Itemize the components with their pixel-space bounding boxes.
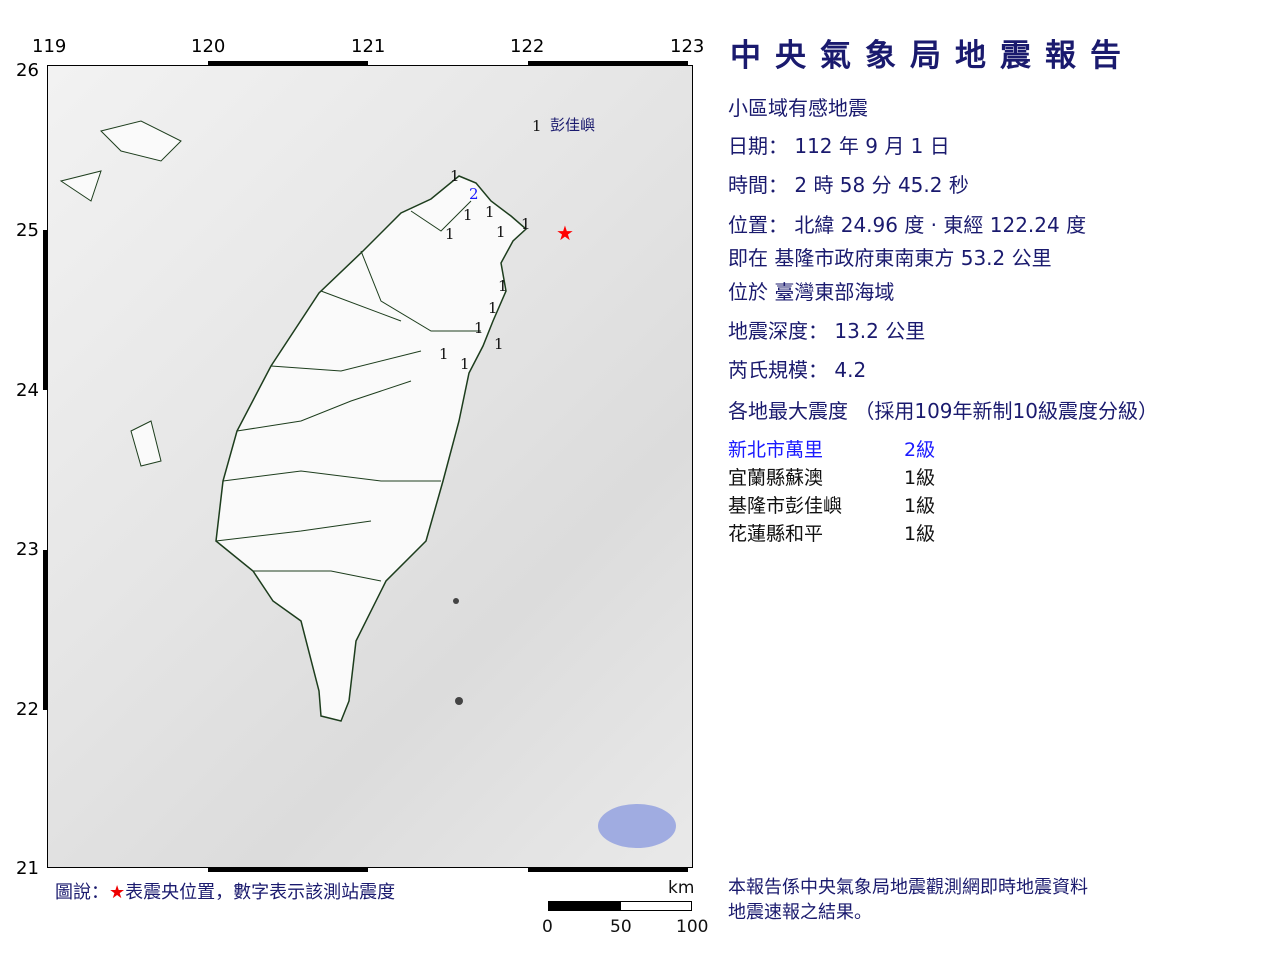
intensity-place: 花蓮縣和平	[728, 523, 824, 545]
frame-bar	[528, 61, 688, 66]
scale-label: 100	[676, 917, 709, 937]
quake-magnitude: 芮氏規模： 4.2	[728, 358, 867, 382]
frame-bar	[43, 230, 48, 390]
legend-text: 表震央位置，數字表示該測站震度	[125, 882, 396, 903]
intensity-level: 2級	[904, 439, 936, 461]
intensity-place: 新北市萬里	[728, 439, 824, 461]
intensity-row: 基隆市彭佳嶼 1級	[728, 491, 935, 518]
lat-tick: 22	[16, 699, 39, 720]
intensity-place: 基隆市彭佳嶼	[728, 495, 843, 517]
frame-bar	[208, 61, 368, 66]
taiwan-outline	[59, 120, 528, 722]
frame-bar	[528, 867, 688, 872]
quake-location: 位置： 北緯 24.96 度 · 東經 122.24 度	[728, 213, 1087, 237]
intensity-level: 1級	[904, 495, 936, 517]
quake-type: 小區域有感地震	[728, 96, 868, 120]
intensity-row: 宜蘭縣蘇澳 1級	[728, 463, 935, 490]
cwb-logo	[598, 804, 676, 848]
station-intensity: 1	[460, 355, 470, 373]
station-intensity: 1	[496, 223, 506, 241]
lon-tick: 122	[510, 36, 545, 57]
intensity-row: 新北市萬里 2級	[728, 435, 935, 462]
footer-line: 地震速報之結果。	[728, 902, 872, 923]
station-intensity: 1	[450, 167, 460, 185]
intensity-header: 各地最大震度 （採用109年新制10級震度分級）	[728, 399, 1158, 423]
intensity-level: 1級	[904, 467, 936, 489]
quake-time: 時間： 2 時 58 分 45.2 秒	[728, 173, 969, 197]
station-intensity: 2	[469, 185, 479, 203]
lon-tick: 119	[32, 36, 67, 57]
scale-unit: km	[668, 878, 695, 898]
lat-tick: 23	[16, 539, 39, 560]
lat-tick: 26	[16, 60, 39, 81]
station-intensity: 1	[494, 335, 504, 353]
scale-bar	[548, 901, 692, 911]
map[interactable]: 1 彭佳嶼 2 1 1 1 1 1 1 1 1 1 1 1 1 ★	[47, 65, 693, 868]
frame-bar	[208, 867, 368, 872]
epicenter-star-icon: ★	[556, 221, 574, 245]
station-intensity: 1	[463, 206, 473, 224]
station-intensity: 1	[498, 277, 508, 295]
station-intensity: 1	[485, 203, 495, 221]
station-intensity: 1	[445, 225, 455, 243]
quake-depth: 地震深度： 13.2 公里	[728, 319, 926, 343]
lon-tick: 123	[670, 36, 705, 57]
station-intensity: 1	[532, 117, 542, 135]
quake-relative: 即在 基隆市政府東南東方 53.2 公里	[728, 246, 1052, 270]
report-title: 中央氣象局地震報告	[730, 38, 1135, 74]
lon-tick: 120	[191, 36, 226, 57]
frame-bar	[43, 550, 48, 710]
star-icon: ★	[109, 882, 126, 903]
quake-region: 位於 臺灣東部海域	[728, 280, 895, 304]
scale-label: 0	[542, 917, 553, 937]
station-intensity: 1	[439, 345, 449, 363]
legend-prefix: 圖說：	[55, 882, 109, 903]
lat-tick: 24	[16, 380, 39, 401]
intensity-place: 宜蘭縣蘇澳	[728, 467, 824, 489]
lat-tick: 21	[16, 858, 39, 879]
intensity-row: 花蓮縣和平 1級	[728, 519, 935, 546]
station-intensity: 1	[521, 215, 531, 233]
legend: 圖說：★表震央位置，數字表示該測站震度	[55, 878, 395, 904]
footer-line: 本報告係中央氣象局地震觀測網即時地震資料	[728, 877, 1088, 898]
island-label: 彭佳嶼	[550, 116, 596, 134]
station-intensity: 1	[474, 319, 484, 337]
scale-label: 50	[610, 917, 632, 937]
quake-date: 日期： 112 年 9 月 1 日	[728, 134, 950, 158]
lat-tick: 25	[16, 220, 39, 241]
station-intensity: 1	[488, 299, 498, 317]
lon-tick: 121	[351, 36, 386, 57]
intensity-level: 1級	[904, 523, 936, 545]
